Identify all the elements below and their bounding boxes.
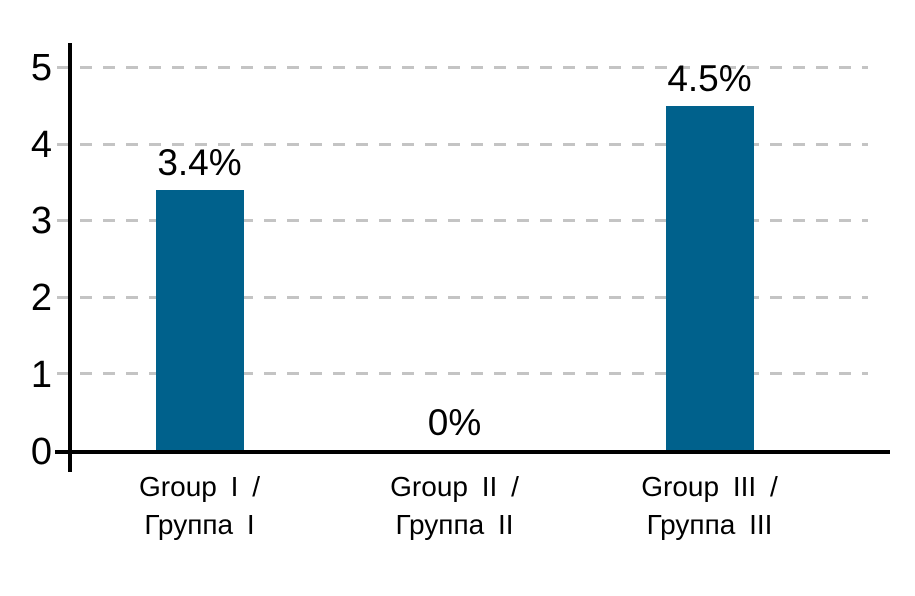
x-axis-line <box>55 450 890 454</box>
y-tick-label-3: 3 <box>30 200 52 242</box>
category-cell-group-2: 0% <box>327 68 582 450</box>
y-axis-line <box>68 43 72 472</box>
gridline-5 <box>57 66 868 69</box>
y-tick-label-2: 2 <box>30 277 52 319</box>
category-cell-group-3: 4.5% <box>582 60 837 450</box>
category-label-line-en: Group II / <box>390 471 519 502</box>
category-label-line-ru: Группа II <box>395 509 514 540</box>
category-label-line-ru: Группа III <box>646 509 773 540</box>
category-label-line-ru: Группа I <box>144 509 255 540</box>
category-cell-group-1: 3.4% <box>72 68 327 450</box>
category-label-group-1: Group I / Группа I <box>72 468 327 544</box>
value-label-group-1: 3.4% <box>157 142 242 184</box>
category-label-group-2: Group II / Группа II <box>327 468 582 544</box>
y-tick-label-5: 5 <box>30 47 52 89</box>
bar-group-1 <box>155 190 244 450</box>
y-tick-label-1: 1 <box>30 354 52 396</box>
category-label-line-en: Group I / <box>139 471 260 502</box>
category-label-line-en: Group III / <box>641 471 778 502</box>
gridline-1 <box>57 372 868 375</box>
y-tick-label-0: 0 <box>30 431 52 473</box>
value-label-group-2: 0% <box>427 402 482 444</box>
gridline-2 <box>57 296 868 299</box>
value-label-group-3: 4.5% <box>667 58 752 100</box>
gridline-3 <box>57 219 868 222</box>
category-label-group-3: Group III / Группа III <box>582 468 837 544</box>
gridline-4 <box>57 143 868 146</box>
bar-group-3 <box>665 106 754 450</box>
y-tick-label-4: 4 <box>30 124 52 166</box>
